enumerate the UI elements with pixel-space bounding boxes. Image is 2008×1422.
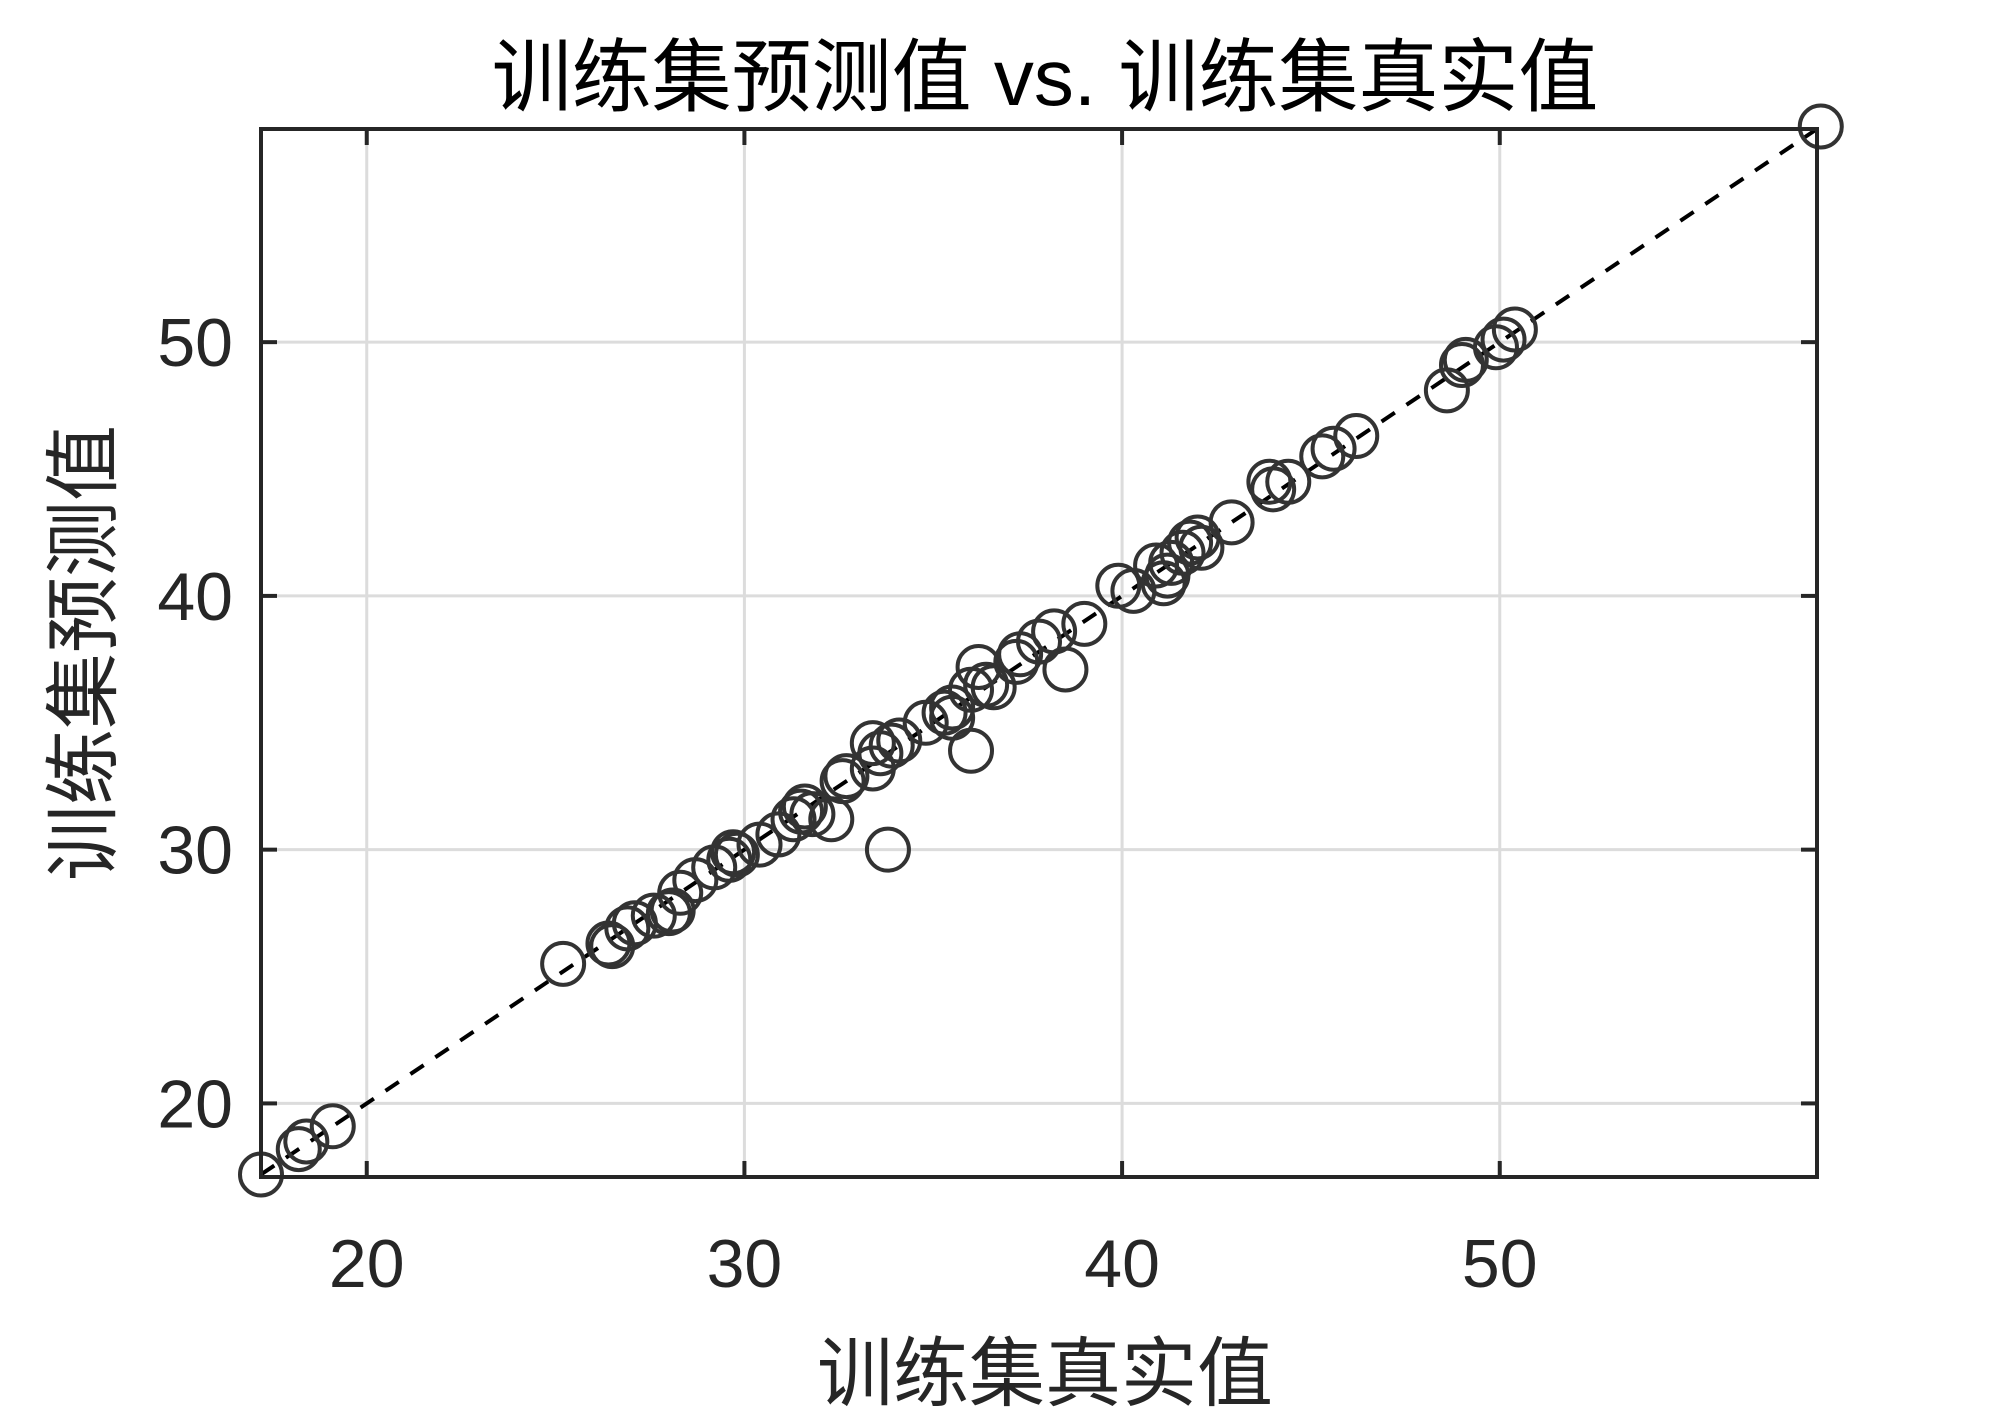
- data-points: [238, 103, 1844, 1198]
- data-point-marker: [868, 722, 915, 769]
- data-point-marker: [1178, 524, 1225, 571]
- x-tick-label: 40: [1084, 1226, 1160, 1302]
- data-point-marker: [1442, 336, 1489, 383]
- y-tick-label: 50: [157, 305, 233, 381]
- axes-frame: [259, 127, 1819, 1179]
- data-point-marker: [710, 829, 757, 876]
- data-point-marker: [1333, 413, 1380, 460]
- data-point-marker: [604, 905, 651, 952]
- tick-marks: [261, 129, 1817, 1177]
- y-tick-label: 20: [157, 1066, 233, 1142]
- x-tick-label: 30: [707, 1226, 783, 1302]
- chart-title: 训练集预测值 vs. 训练集真实值: [492, 33, 1599, 122]
- data-point-marker: [770, 796, 817, 843]
- y-tick-label: 30: [157, 813, 233, 889]
- data-point-marker: [1246, 458, 1293, 505]
- data-point-marker: [1299, 433, 1346, 480]
- data-point-marker: [1310, 425, 1357, 472]
- data-point-marker: [781, 783, 828, 830]
- data-point-marker: [823, 753, 870, 800]
- data-point-marker: [1016, 618, 1062, 665]
- y-axis-label: 训练集预测值: [42, 425, 127, 881]
- data-point-marker: [1491, 306, 1538, 353]
- grid-lines: [261, 129, 1817, 1177]
- data-point-marker: [283, 1118, 330, 1165]
- data-point-marker: [540, 940, 587, 987]
- data-point-marker: [876, 717, 923, 764]
- data-point-marker: [657, 869, 704, 916]
- y-tick-label: 40: [157, 559, 233, 635]
- data-point-marker: [789, 791, 836, 838]
- data-point-marker: [948, 727, 995, 774]
- data-point-marker: [864, 826, 911, 873]
- data-point-marker: [713, 831, 760, 878]
- data-point-marker: [309, 1103, 356, 1150]
- x-tick-label: 50: [1462, 1226, 1538, 1302]
- data-point-marker: [1061, 600, 1108, 647]
- data-point-marker: [1208, 499, 1255, 546]
- data-point-marker: [849, 720, 896, 767]
- data-point-marker: [1480, 316, 1527, 363]
- data-point-marker: [1265, 458, 1312, 505]
- data-point-marker: [589, 923, 636, 970]
- data-point-marker: [819, 758, 866, 805]
- data-point-marker: [1159, 529, 1206, 576]
- data-point-marker: [1042, 646, 1089, 693]
- tick-labels: 20 30 40 50 20 30 40 50: [157, 305, 1537, 1302]
- x-tick-label: 20: [329, 1226, 405, 1302]
- data-point-marker: [1797, 103, 1844, 150]
- data-point-marker: [1423, 367, 1470, 414]
- data-point-marker: [706, 836, 753, 883]
- data-point-marker: [275, 1126, 322, 1173]
- data-point-marker: [630, 892, 677, 939]
- data-point-marker: [970, 664, 1017, 711]
- data-point-marker: [921, 689, 968, 736]
- x-axis-label: 训练集真实值: [817, 1332, 1273, 1417]
